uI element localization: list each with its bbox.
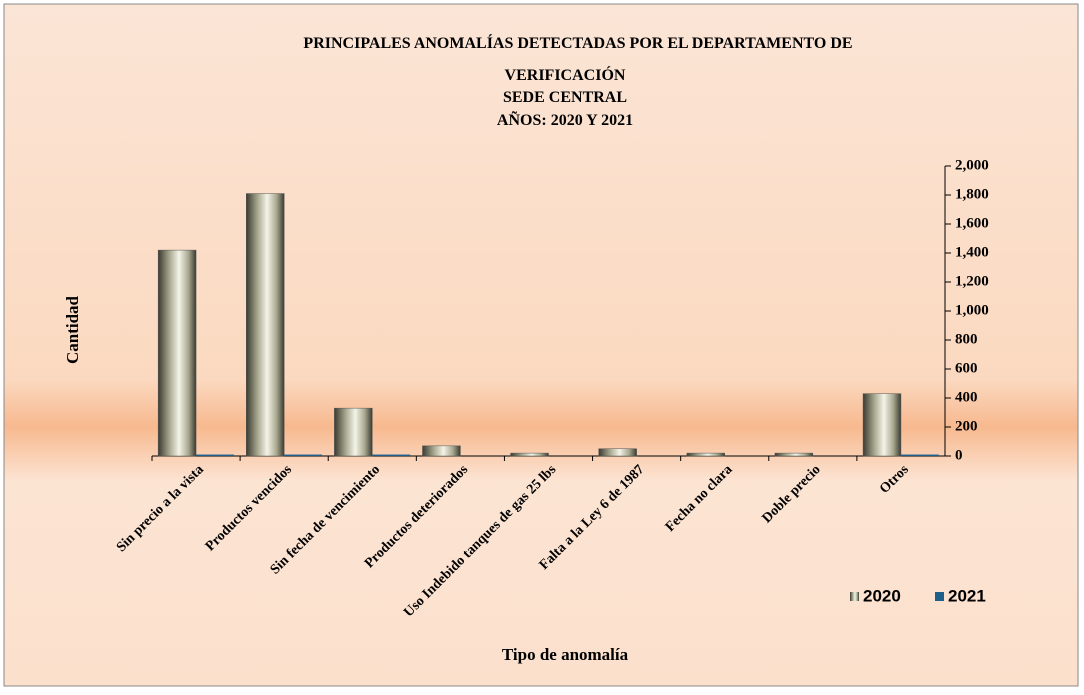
y-tick-label: 1,800 [955, 186, 989, 202]
y-tick-label: 0 [955, 447, 963, 463]
bar [686, 452, 725, 457]
bar [510, 452, 549, 457]
legend-swatch [850, 592, 859, 601]
bar [372, 454, 411, 456]
bar [196, 454, 234, 456]
bar [157, 249, 197, 457]
bar [900, 454, 939, 456]
legend-swatch [935, 592, 944, 601]
bar [598, 448, 637, 457]
title: PRINCIPALES ANOMALÍAS DETECTADAS POR EL … [303, 33, 852, 129]
y-tick-label: 1,000 [955, 302, 989, 318]
bar [422, 445, 461, 457]
title-line: PRINCIPALES ANOMALÍAS DETECTADAS POR EL … [303, 33, 852, 52]
bar [862, 393, 902, 457]
y-tick-label: 400 [955, 389, 978, 405]
x-axis-label: Tipo de anomalía [502, 645, 629, 664]
y-tick-label: 1,400 [955, 244, 989, 260]
bar [284, 454, 323, 456]
y-tick-label: 800 [955, 331, 978, 347]
y-tick-label: 600 [955, 360, 978, 376]
y-tick-label: 200 [955, 418, 978, 434]
y-tick-label: 2,000 [955, 157, 989, 173]
title-line: SEDE CENTRAL [503, 89, 627, 106]
y-tick-label: 1,600 [955, 215, 989, 231]
y-tick-label: 1,200 [955, 273, 989, 289]
title-line: VERIFICACIÓN [505, 65, 626, 84]
legend-label: 2021 [948, 586, 986, 605]
bar [246, 193, 285, 457]
legend-label: 2020 [863, 586, 901, 605]
title-line: AÑOS: 2020 Y 2021 [497, 110, 633, 129]
y-axis-label: Cantidad [63, 295, 82, 364]
bar [774, 452, 814, 457]
bar [334, 407, 373, 457]
